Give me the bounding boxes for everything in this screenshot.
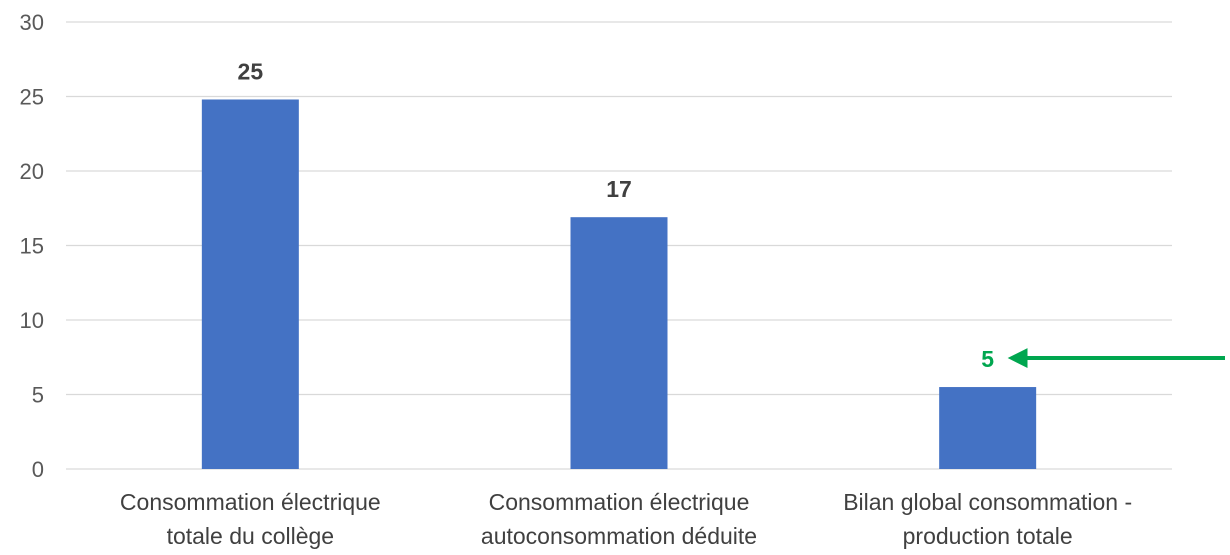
x-tick-label: totale du collège xyxy=(167,523,335,549)
x-tick-label: Bilan global consommation - xyxy=(843,489,1132,515)
data-label: 5 xyxy=(981,346,994,372)
y-tick-label: 0 xyxy=(32,457,44,482)
y-tick-label: 5 xyxy=(32,383,44,408)
bar xyxy=(570,217,668,469)
bars xyxy=(201,99,1037,469)
y-tick-label: 15 xyxy=(20,234,44,259)
data-label: 17 xyxy=(606,176,632,202)
y-tick-label: 20 xyxy=(20,159,44,184)
data-label: 25 xyxy=(238,58,264,84)
x-tick-label: production totale xyxy=(903,523,1073,549)
x-tick-label: Consommation électrique xyxy=(489,489,750,515)
data-labels: 25 17 5 xyxy=(238,58,995,372)
y-tick-label: 25 xyxy=(20,85,44,110)
y-tick-label: 30 xyxy=(20,10,44,35)
bar xyxy=(939,387,1037,469)
x-tick-label: autoconsommation déduite xyxy=(481,523,757,549)
y-tick-label: 10 xyxy=(20,308,44,333)
y-axis-ticks: 0 5 10 15 20 25 30 xyxy=(20,10,44,482)
x-tick-label: Consommation électrique xyxy=(120,489,381,515)
x-axis-categories: Consommation électrique totale du collège… xyxy=(120,489,1132,549)
bar xyxy=(201,99,299,469)
